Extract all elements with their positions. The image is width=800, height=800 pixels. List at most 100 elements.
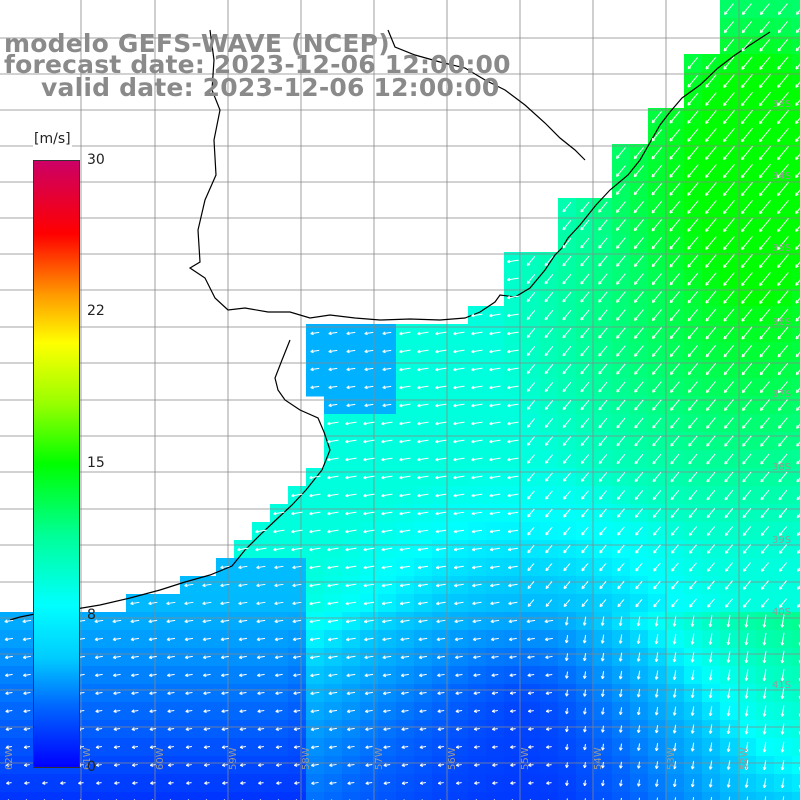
- wind-arrow: [435, 457, 447, 462]
- wind-arrow: [489, 331, 501, 336]
- wind-arrow: [616, 435, 626, 447]
- wind-arrow: [5, 673, 13, 678]
- wind-arrow: [600, 616, 605, 626]
- wind-arrow: [580, 291, 590, 303]
- wind-arrow: [705, 164, 717, 178]
- wind-arrow: [489, 439, 501, 444]
- wind-speed-cell: [792, 198, 800, 217]
- wind-arrow: [417, 511, 429, 516]
- wind-arrow: [5, 709, 13, 713]
- wind-arrow: [652, 471, 662, 483]
- wind-arrow: [705, 344, 717, 358]
- wind-arrow: [706, 489, 716, 501]
- wind-arrow: [381, 529, 393, 534]
- wind-arrow: [311, 763, 319, 768]
- wind-arrow: [599, 580, 607, 590]
- wind-arrow: [346, 673, 356, 678]
- wind-arrow: [687, 290, 699, 304]
- wind-arrow: [545, 673, 553, 677]
- wind-arrow: [309, 637, 320, 642]
- wind-speed-cell: [450, 792, 469, 800]
- wind-arrow: [491, 727, 498, 731]
- wind-arrow: [346, 727, 355, 732]
- wind-arrow: [220, 619, 230, 624]
- wind-arrow: [203, 745, 210, 749]
- wind-arrow: [5, 763, 12, 767]
- wind-arrow: [401, 763, 409, 767]
- wind-arrow: [705, 200, 717, 214]
- wind-arrow: [22, 637, 32, 642]
- wind-arrow: [95, 763, 102, 767]
- wind-arrow: [310, 673, 320, 678]
- wind-arrow: [652, 399, 662, 411]
- wind-arrow: [600, 689, 605, 697]
- wind-arrow: [564, 616, 569, 626]
- wind-arrow: [652, 435, 662, 447]
- wind-speed-cell: [684, 792, 703, 800]
- wind-arrow: [381, 475, 393, 480]
- wind-arrow: [327, 457, 339, 462]
- wind-arrow: [545, 599, 553, 607]
- wind-arrow: [687, 272, 699, 286]
- wind-arrow: [381, 421, 393, 426]
- wind-arrow: [437, 673, 445, 678]
- wind-arrow: [346, 709, 355, 714]
- wind-speed-cell: [792, 18, 800, 37]
- wind-arrow: [167, 745, 174, 749]
- wind-arrow: [617, 562, 625, 572]
- wind-arrow: [705, 254, 717, 268]
- wind-arrow: [399, 565, 411, 570]
- wind-arrow: [706, 417, 716, 429]
- wind-arrow: [510, 763, 516, 767]
- wind-arrow: [400, 619, 410, 624]
- wind-speed-cell: [792, 756, 800, 775]
- wind-arrow: [436, 637, 446, 642]
- wind-arrow: [545, 472, 553, 482]
- wind-speed-cell: [720, 792, 739, 800]
- wind-arrow: [620, 797, 622, 800]
- wind-arrow: [256, 637, 266, 642]
- wind-arrow: [364, 367, 374, 372]
- wind-arrow: [705, 363, 717, 376]
- wind-arrow: [687, 110, 699, 124]
- wind-arrow: [565, 689, 569, 697]
- latitude-label: 35S: [772, 243, 791, 254]
- wind-arrow: [23, 691, 31, 696]
- wind-arrow: [635, 598, 643, 608]
- wind-arrow: [274, 565, 284, 570]
- wind-arrow: [346, 349, 356, 354]
- wind-speed-cell: [738, 792, 757, 800]
- wind-speed-cell: [792, 432, 800, 451]
- wind-arrow: [544, 436, 553, 446]
- wind-arrow: [149, 727, 157, 731]
- wind-arrow: [453, 529, 465, 534]
- wind-arrow: [112, 655, 121, 660]
- wind-arrow: [149, 691, 157, 696]
- wind-arrow: [435, 349, 447, 354]
- wind-arrow: [651, 128, 663, 142]
- wind-arrow: [687, 345, 699, 358]
- wind-speed-cell: [666, 792, 685, 800]
- wind-arrow: [382, 331, 392, 336]
- wind-arrow: [363, 565, 375, 570]
- wind-arrow: [671, 598, 679, 608]
- wind-arrow: [327, 529, 339, 534]
- wind-arrow: [598, 472, 608, 482]
- wind-arrow: [671, 580, 679, 590]
- wind-arrow: [490, 601, 500, 606]
- longitude-label: 56W: [447, 747, 458, 770]
- wind-arrow: [599, 508, 607, 518]
- wind-arrow: [635, 544, 643, 554]
- wind-arrow: [619, 761, 623, 769]
- wind-arrow: [256, 565, 266, 570]
- wind-speed-cell: [792, 468, 800, 487]
- wind-arrow: [273, 511, 285, 516]
- wind-arrow: [401, 781, 409, 785]
- wind-arrow: [239, 673, 247, 678]
- wind-arrow: [634, 327, 644, 339]
- wind-arrow: [705, 56, 717, 70]
- wind-arrow: [489, 493, 501, 498]
- wind-arrow: [345, 511, 357, 516]
- wind-arrow: [654, 706, 659, 716]
- wind-arrow: [670, 381, 680, 393]
